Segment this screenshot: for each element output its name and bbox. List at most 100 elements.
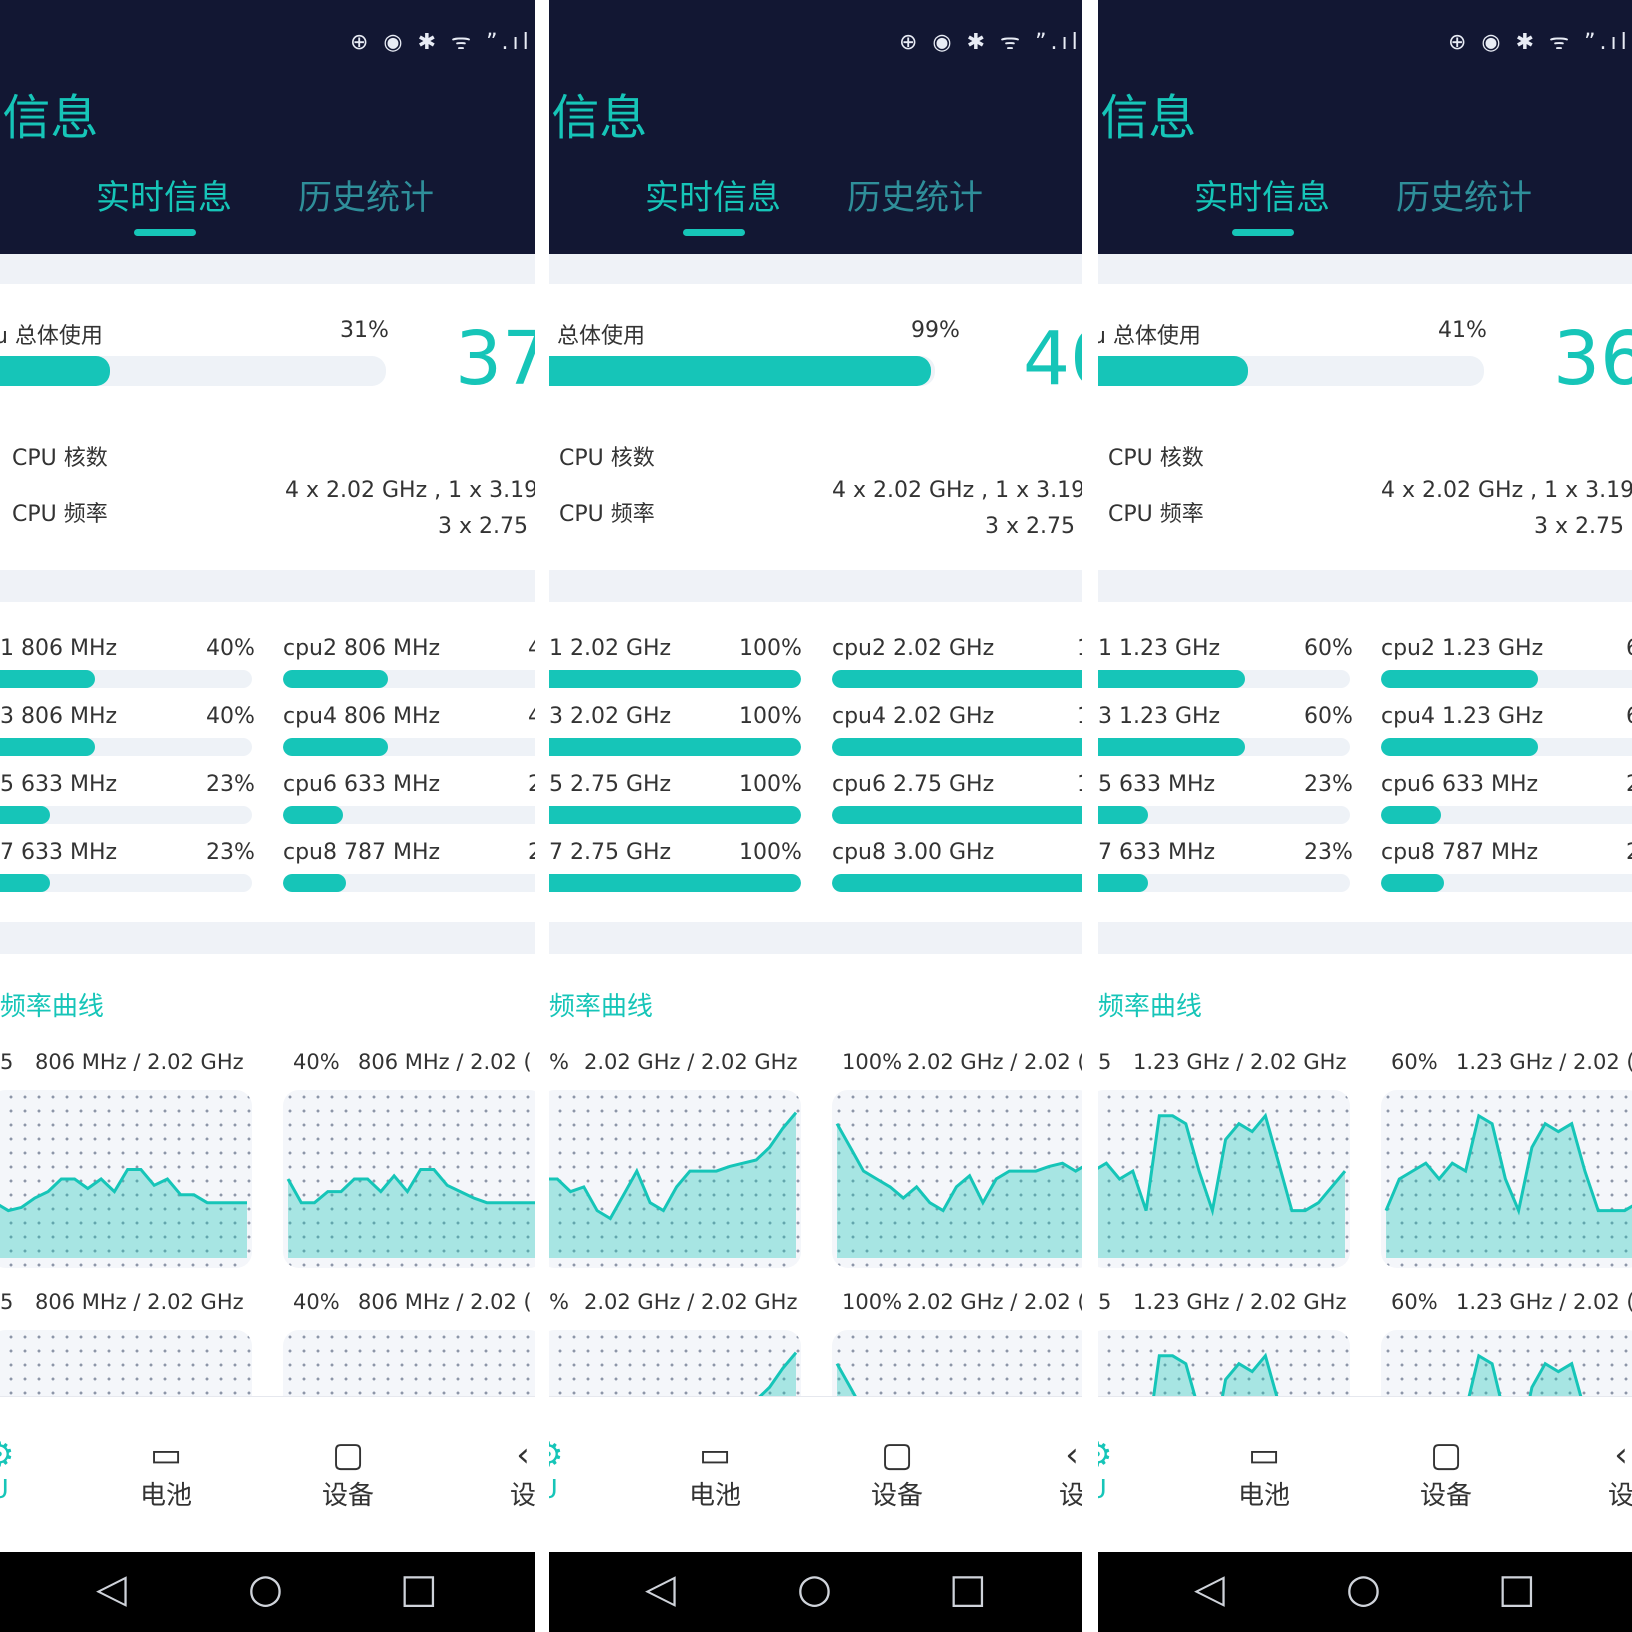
nav-item-1[interactable]: ▭ 电池 [1238, 1435, 1290, 1512]
home-icon[interactable]: ○ [1346, 1566, 1381, 1612]
nav-item-label: 电池 [689, 1481, 742, 1511]
recents-icon[interactable]: □ [1498, 1566, 1536, 1612]
tab-realtime[interactable]: 实时信息 [96, 178, 232, 218]
core-usage-bar [549, 670, 801, 688]
chart-frequency-label: 1.23 GHz / 2.02 GHz [1133, 1290, 1347, 1314]
overall-usage-value: 41% [1438, 318, 1487, 343]
core-usage-fill [1381, 670, 1539, 688]
core-label: cpu8 3.00 GHz [832, 840, 995, 865]
nav-item-label: 设 [1059, 1481, 1082, 1511]
core-usage-fill [1381, 806, 1442, 824]
core-usage-value: 40% [206, 636, 255, 661]
nav-item-0[interactable]: ⚙U [549, 1435, 563, 1505]
core-usage-value: 1 [1077, 704, 1082, 729]
chart-usage-label: 5 [1098, 1050, 1112, 1074]
cpu-icon: ⚙ [1098, 1435, 1112, 1475]
cpu-frequency-value-line2: 3 x 2.75 ( [1534, 514, 1632, 539]
cpu-frequency-value-line2: 3 x 2.75 ( [438, 514, 535, 539]
core-label: 3 806 MHz [0, 704, 118, 729]
core-usage-bar [1098, 670, 1350, 688]
status-bar-icons: ⊕ ◉ ✱ ᯤ ˮ.ıl ˮ [350, 30, 535, 55]
overall-usage-label: u 总体使用 [1098, 324, 1201, 349]
frequency-chart [832, 1090, 1082, 1268]
frequency-curve [1384, 1113, 1632, 1258]
back-icon[interactable]: ◁ [645, 1566, 676, 1612]
core-usage-value: 23% [1304, 772, 1353, 797]
core-usage-bar [1381, 806, 1632, 824]
nav-item-3[interactable]: ‹ 设 [1608, 1435, 1632, 1512]
nav-item-label: 设备 [322, 1481, 375, 1511]
core-usage-fill [832, 738, 1082, 756]
nav-item-0[interactable]: ⚙U [0, 1435, 14, 1505]
core-usage-fill [549, 874, 801, 892]
curve-line [549, 1111, 798, 1221]
nav-item-0[interactable]: ⚙U [1098, 1435, 1112, 1505]
nav-item-2[interactable]: ▢ 设备 [1420, 1435, 1472, 1512]
cpu-cores-label: CPU 核数 [559, 446, 655, 471]
tab-realtime[interactable]: 实时信息 [645, 178, 781, 218]
curve-line [0, 1168, 247, 1213]
core-usage-value: 23% [1304, 840, 1353, 865]
nav-item-1[interactable]: ▭ 电池 [689, 1435, 741, 1512]
cpu-icon: ⚙ [549, 1435, 563, 1475]
section-divider [549, 922, 1082, 954]
tab-realtime[interactable]: 实时信息 [1194, 178, 1330, 218]
overall-usage-bar [549, 356, 935, 386]
back-icon[interactable]: ◁ [96, 1566, 127, 1612]
home-icon[interactable]: ○ [248, 1566, 283, 1612]
nav-item-1[interactable]: ▭ 电池 [140, 1435, 192, 1512]
core-usage-value: 2 [528, 772, 535, 797]
curve-area [837, 1123, 1082, 1258]
core-usage-fill [1098, 738, 1246, 756]
frequency-chart [283, 1090, 535, 1268]
overall-usage-bar [1098, 356, 1484, 386]
tab-history[interactable]: 历史统计 [847, 178, 983, 218]
core-usage-value: 60% [1304, 704, 1353, 729]
core-usage-bar [549, 806, 801, 824]
nav-item-3[interactable]: ‹ 设 [510, 1435, 535, 1512]
active-tab-indicator [1232, 229, 1294, 236]
status-bar-icons: ⊕ ◉ ✱ ᯤ ˮ.ıl ˮ [899, 30, 1082, 55]
nav-item-2[interactable]: ▢ 设备 [871, 1435, 923, 1512]
home-icon[interactable]: ○ [797, 1566, 832, 1612]
curve-area [0, 1169, 247, 1258]
status-bar-icons: ⊕ ◉ ✱ ᯤ ˮ.ıl ˮ [1448, 30, 1632, 55]
core-usage-bar [0, 806, 252, 824]
curve-area [1386, 1115, 1632, 1258]
core-usage-value: 100% [739, 840, 802, 865]
nav-item-label: U [0, 1475, 14, 1505]
section-divider [0, 570, 535, 602]
cpu-temperature: 37 [455, 316, 535, 402]
core-usage-value: 100% [739, 704, 802, 729]
tab-history[interactable]: 历史统计 [298, 178, 434, 218]
active-tab-indicator [683, 229, 745, 236]
nav-item-3[interactable]: ‹ 设 [1059, 1435, 1082, 1512]
cpu-frequency-value: 4 x 2.02 GHz , 1 x 3.19 ( [832, 478, 1082, 503]
app-header: ⊕ ◉ ✱ ᯤ ˮ.ıl ˮ u信息实时信息 历史统计 [1098, 0, 1632, 254]
core-usage-bar [1381, 670, 1632, 688]
core-usage-value: 1 [1077, 772, 1082, 797]
core-usage-fill [1381, 874, 1444, 892]
recents-icon[interactable]: □ [949, 1566, 987, 1612]
chart-usage-label: 5 [0, 1050, 14, 1074]
core-usage-bar [283, 670, 535, 688]
core-usage-fill [1098, 874, 1149, 892]
chart-usage-label: 100% [842, 1290, 903, 1314]
core-label: cpu4 2.02 GHz [832, 704, 995, 729]
cpu-frequency-value: 4 x 2.02 GHz , 1 x 3.19 ( [1381, 478, 1632, 503]
core-usage-bar [832, 806, 1082, 824]
chart-usage-label: 5 [0, 1290, 14, 1314]
recents-icon[interactable]: □ [400, 1566, 438, 1612]
section-divider [549, 570, 1082, 602]
screen-content: ⊕ ◉ ✱ ᯤ ˮ.ıl ˮ u信息实时信息 历史统计 u 总体使用 41% 36 CPU … [1098, 0, 1632, 1632]
nav-item-2[interactable]: ▢ 设备 [322, 1435, 374, 1512]
core-usage-fill [832, 874, 1082, 892]
core-usage-bar [283, 738, 535, 756]
bottom-navigation: ⚙U ▭电池 ▢设备 ‹设 [1098, 1396, 1632, 1553]
tab-history[interactable]: 历史统计 [1396, 178, 1532, 218]
overall-usage-fill [0, 356, 110, 386]
back-icon[interactable]: ◁ [1194, 1566, 1225, 1612]
device-icon: ▢ [1429, 1435, 1463, 1475]
